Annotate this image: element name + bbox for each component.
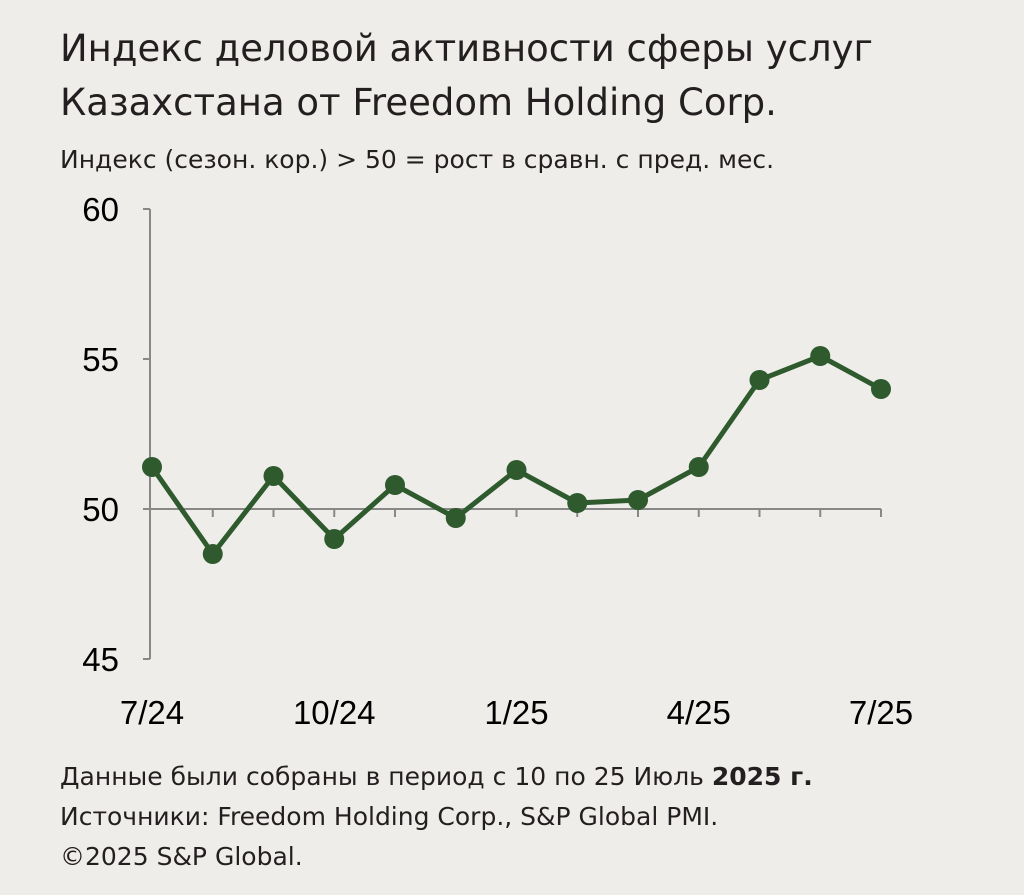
data-point [871, 379, 891, 399]
copyright-note: ©2025 S&P Global. [60, 842, 303, 871]
chart-title-line-1: Индекс деловой активности сферы услуг [60, 27, 873, 70]
chart-axes [143, 208, 882, 660]
collection-note-year: 2025 г. [711, 762, 813, 791]
x-tick-label: 4/25 [667, 694, 731, 731]
x-tick-label: 1/25 [484, 694, 548, 731]
y-tick-label: 50 [82, 491, 119, 528]
y-tick-label: 45 [82, 641, 119, 678]
chart-subtitle: Индекс (сезон. кор.) > 50 = рост в сравн… [60, 145, 775, 174]
collection-note-text: Данные были собраны в период с 10 по 25 … [60, 762, 712, 791]
data-point [445, 508, 466, 528]
sources-note: Источники: Freedom Holding Corp., S&P Gl… [60, 802, 719, 831]
chart-tick-labels: 45 50 55 60 7/24 10/24 1/25 4/25 7/25 [82, 191, 913, 731]
data-point [749, 370, 770, 390]
chart-series [142, 346, 891, 564]
x-tick-label: 7/25 [849, 694, 913, 731]
y-tick-label: 55 [82, 341, 119, 378]
data-point [142, 457, 162, 477]
chart-title: Индекс деловой активности сферы услуг Ка… [60, 22, 1000, 130]
data-point [506, 460, 527, 480]
data-point [628, 490, 648, 510]
data-point [324, 529, 345, 549]
collection-note: Данные были собраны в период с 10 по 25 … [60, 757, 813, 797]
data-point [810, 346, 831, 366]
series-line [149, 353, 884, 557]
data-point [688, 457, 709, 477]
data-point [263, 466, 284, 486]
data-point [385, 475, 405, 495]
y-tick-label: 60 [82, 191, 119, 228]
data-point [567, 493, 588, 513]
x-tick-label: 10/24 [293, 694, 376, 731]
chart-title-line-2: Казахстана от Freedom Holding Corp. [60, 81, 777, 124]
data-point [202, 544, 223, 564]
chart-footer: Данные были собраны в период с 10 по 25 … [60, 757, 813, 877]
x-tick-label: 7/24 [120, 694, 184, 731]
